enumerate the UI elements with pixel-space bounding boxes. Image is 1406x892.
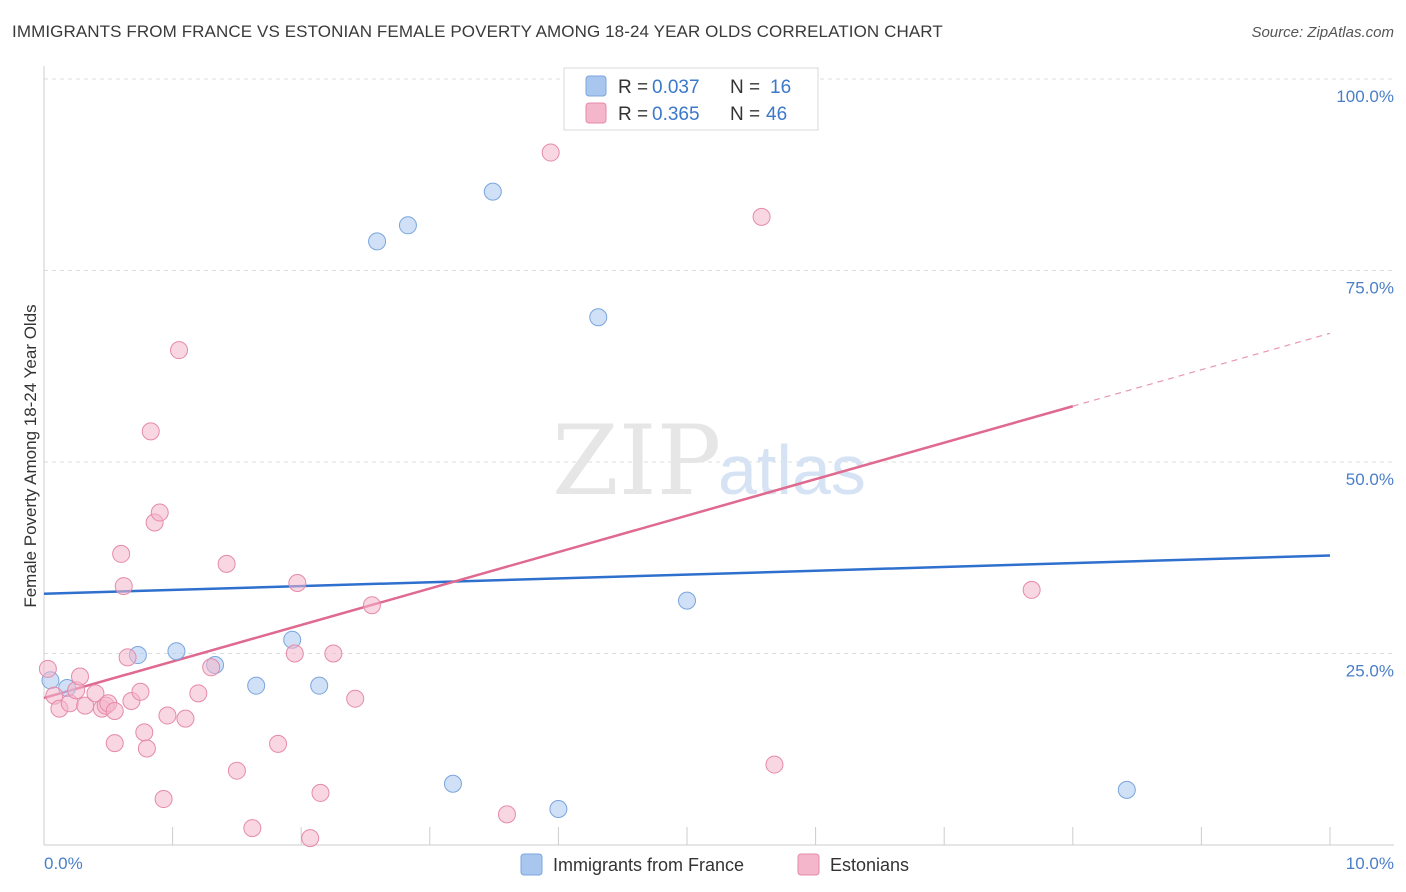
france-point [1117, 780, 1136, 799]
estonians-point [301, 829, 320, 848]
estonians-point [141, 422, 160, 441]
watermark-atlas: atlas [718, 431, 866, 509]
legend-n-label: N = [730, 77, 760, 98]
legend-n-value: 16 [770, 77, 791, 98]
y-tick-label: 50.0% [1346, 470, 1394, 489]
correlation-legend: R = 0.037 N = 16 R = 0.365 N = 46 [563, 67, 819, 131]
france-point [443, 774, 462, 793]
legend-n-label: N = [730, 104, 760, 125]
series-legend-label-estonians: Estonians [830, 855, 909, 875]
y-tick-labels: 25.0% 50.0% 75.0% 100.0% [1336, 87, 1394, 681]
estonians-point [189, 684, 208, 703]
chart-title: IMMIGRANTS FROM FRANCE VS ESTONIAN FEMAL… [12, 22, 943, 41]
trend-line [43, 554, 1331, 596]
series-legend-swatch-france [520, 853, 543, 876]
estonians-point [1022, 580, 1041, 599]
legend-n-value: 46 [766, 104, 787, 125]
trend-line-extension [1072, 332, 1331, 407]
y-tick-label: 25.0% [1346, 662, 1394, 681]
estonians-point [135, 723, 154, 742]
watermark-zip: ZIP [552, 405, 721, 517]
estonians-point [131, 682, 150, 701]
estonians-point [158, 706, 177, 725]
france-point [398, 216, 417, 235]
estonians-point [362, 596, 381, 615]
estonians-point [105, 701, 124, 720]
estonians-point [114, 577, 133, 596]
estonians-point [170, 341, 189, 360]
estonians-point [324, 644, 343, 663]
grid [44, 78, 1394, 654]
series-legend-label-france: Immigrants from France [553, 855, 744, 875]
estonians-point [137, 739, 156, 758]
series-legend-swatch-estonians [797, 853, 820, 876]
estonians-point [269, 734, 288, 753]
estonians-point [217, 554, 236, 573]
france-point [167, 642, 186, 661]
estonians-point [288, 574, 307, 593]
estonians-point [311, 783, 330, 802]
estonians-point [752, 207, 771, 226]
estonians-point [118, 648, 137, 667]
estonians-point [497, 805, 516, 824]
estonians-point [105, 734, 124, 753]
estonians-point [765, 755, 784, 774]
estonians-point [150, 503, 169, 522]
data-points [38, 70, 1136, 848]
estonians-point [346, 689, 365, 708]
france-point [678, 591, 696, 610]
france-point [483, 182, 502, 201]
trend-lines [43, 332, 1331, 700]
estonians-point [86, 684, 105, 703]
estonians-point [38, 659, 57, 678]
legend-swatch-estonians [585, 102, 607, 124]
legend-swatch-france [585, 75, 607, 97]
estonians-point [227, 761, 246, 780]
france-point [549, 799, 568, 818]
estonians-point [154, 790, 173, 809]
legend-r-value: 0.037 [652, 77, 700, 98]
legend-r-label: R = [618, 77, 648, 98]
estonians-point [541, 143, 560, 162]
axes [43, 66, 1394, 846]
legend-r-value: 0.365 [652, 104, 700, 125]
france-point [247, 676, 266, 695]
estonians-point [71, 667, 90, 686]
series-legend: Immigrants from France Estonians [520, 853, 909, 876]
estonians-point [202, 658, 221, 677]
y-tick-label: 75.0% [1346, 279, 1394, 298]
x-tick-label-max: 10.0% [1346, 854, 1394, 873]
france-point [368, 232, 387, 251]
estonians-point [243, 819, 262, 838]
france-point [310, 676, 329, 695]
legend-r-label: R = [618, 104, 648, 125]
estonians-point [112, 544, 131, 563]
y-axis-label: Female Poverty Among 18-24 Year Olds [21, 304, 40, 607]
trend-line [43, 405, 1074, 700]
estonians-point [176, 709, 195, 728]
x-tick-label-min: 0.0% [44, 854, 83, 873]
source-credit: Source: ZipAtlas.com [1251, 24, 1394, 41]
estonians-point [285, 644, 304, 663]
y-tick-label: 100.0% [1336, 87, 1394, 106]
france-point [589, 308, 608, 327]
